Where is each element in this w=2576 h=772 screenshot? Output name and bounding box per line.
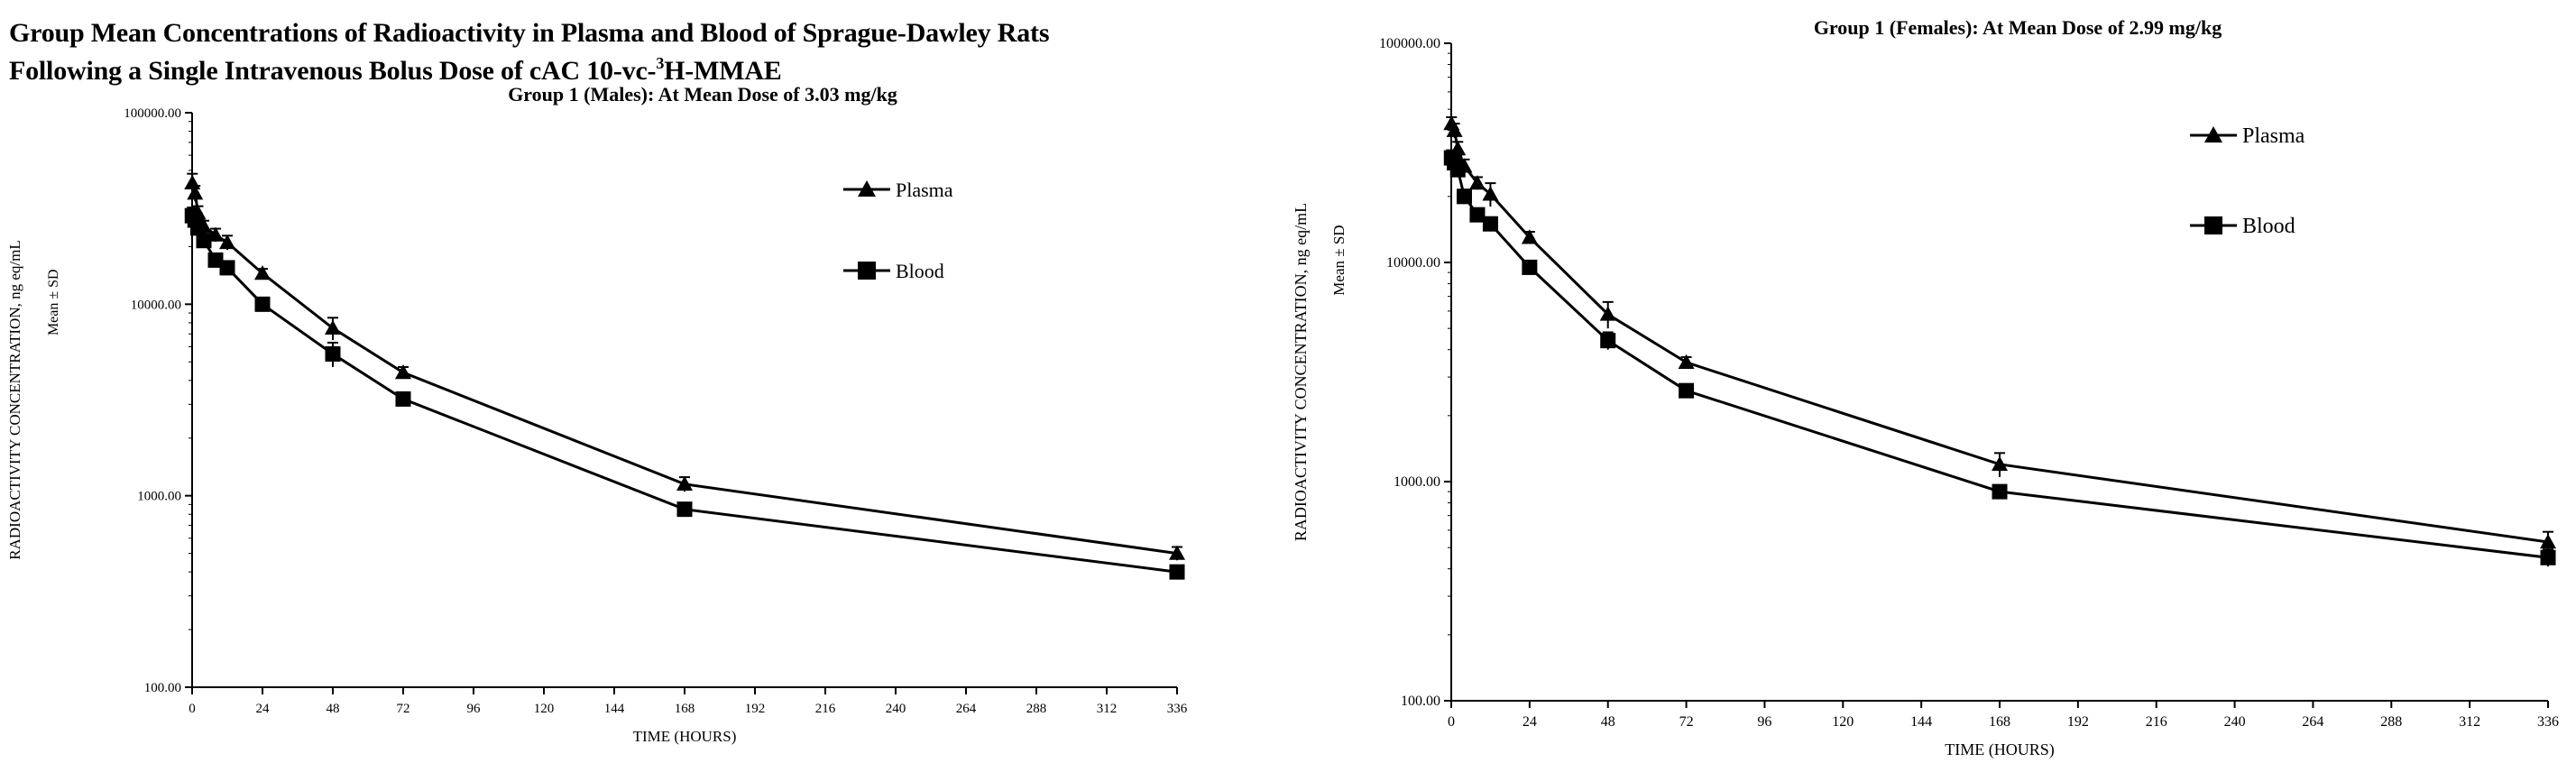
blood-point [1992, 483, 2008, 500]
x-tick-label: 336 [1167, 702, 1188, 716]
x-tick-label: 288 [1026, 702, 1047, 716]
legend-plasma-marker [858, 180, 876, 197]
x-tick-label: 0 [189, 702, 196, 716]
x-tick-label: 24 [1523, 714, 1537, 730]
chart-title: Group 1 (Females): At Mean Dose of 2.99 … [1814, 16, 2222, 39]
x-tick-label: 168 [675, 702, 695, 716]
plasma-point [1599, 306, 1616, 321]
legend-plasma-label: Plasma [2242, 124, 2305, 148]
x-tick-label: 264 [956, 702, 977, 716]
x-tick-label: 144 [604, 702, 625, 716]
x-tick-label: 96 [467, 702, 482, 716]
plasma-series-line [1449, 123, 2549, 544]
x-axis-label: TIME (HOURS) [1945, 740, 2055, 759]
chart-males: Group 1 (Males): At Mean Dose of 3.03 mg… [6, 83, 1188, 745]
x-tick-label: 216 [2146, 714, 2167, 730]
blood-point [254, 296, 271, 312]
blood-point [2540, 549, 2556, 565]
y-axis-label: RADIOACTIVITY CONCENTRATION, ng eq/mL [6, 240, 23, 559]
heading-line2-text: Following a Single Intravenous Bolus Dos… [9, 56, 657, 86]
plasma-point [1992, 455, 2008, 471]
x-tick-label: 48 [327, 702, 340, 716]
plasma-point [254, 265, 271, 280]
x-tick-label: 120 [534, 702, 555, 716]
y-tick-label: 100.00 [1401, 694, 1440, 709]
plasma-point [676, 475, 693, 491]
x-tick-label: 240 [2224, 714, 2246, 730]
plasma-point [187, 185, 204, 200]
legend-blood-marker [858, 262, 876, 280]
y-axis-sublabel: Mean ± SD [1330, 225, 1348, 295]
plasma-point [1468, 175, 1486, 190]
x-tick-label: 120 [1832, 714, 1854, 730]
plasma-series-line [190, 182, 1178, 556]
y-tick-label: 1000.00 [1394, 474, 1440, 490]
x-tick-label: 24 [256, 702, 271, 716]
blood-point [190, 220, 206, 236]
legend-blood-label: Blood [896, 260, 944, 282]
x-tick-label: 336 [2537, 714, 2559, 730]
x-axis-label: TIME (HOURS) [633, 728, 737, 745]
legend-plasma-marker [2204, 126, 2222, 142]
x-tick-label: 240 [886, 702, 906, 716]
blood-point [1469, 207, 1486, 223]
x-tick-label: 264 [2302, 714, 2323, 730]
x-tick-label: 0 [1448, 714, 1455, 730]
blood-point [196, 233, 212, 249]
x-tick-label: 96 [1757, 714, 1771, 730]
plasma-point [325, 319, 341, 335]
plasma-point [2540, 534, 2556, 549]
x-tick-label: 72 [397, 702, 410, 716]
y-axis-sublabel: Mean ± SD [46, 269, 61, 335]
plasma-point [1678, 354, 1695, 369]
x-tick-label: 192 [2067, 714, 2089, 730]
plasma-point [184, 174, 201, 190]
blood-point [1449, 161, 1466, 178]
blood-point [1522, 259, 1538, 275]
y-tick-label: 10000.00 [1386, 255, 1440, 271]
blood-point [1456, 188, 1472, 205]
x-tick-label: 144 [1910, 714, 1932, 730]
y-tick-label: 1000.00 [137, 490, 181, 504]
x-tick-label: 192 [745, 702, 766, 716]
blood-point [395, 391, 411, 407]
blood-point [1600, 333, 1616, 349]
blood-point [207, 252, 224, 268]
y-tick-label: 100000.00 [1379, 36, 1440, 51]
blood-point [325, 345, 341, 362]
y-tick-label: 100000.00 [124, 106, 181, 121]
blood-point [1679, 382, 1695, 399]
x-tick-label: 168 [1989, 714, 2010, 730]
heading-superscript: 3 [656, 54, 665, 72]
blood-point [1169, 564, 1185, 580]
y-tick-label: 10000.00 [131, 298, 181, 312]
page-heading-line-2: Following a Single Intravenous Bolus Dos… [9, 54, 782, 87]
plasma-point [395, 364, 411, 380]
x-tick-label: 288 [2380, 714, 2402, 730]
x-tick-label: 216 [815, 702, 836, 716]
plasma-point [1521, 229, 1538, 244]
blood-point [1482, 216, 1498, 232]
y-tick-label: 100.00 [144, 681, 181, 695]
legend-plasma-label: Plasma [896, 179, 953, 201]
plasma-point [1482, 186, 1499, 201]
heading-line2-suffix: H-MMAE [664, 56, 782, 86]
legend-blood-marker [2204, 216, 2222, 234]
x-tick-label: 48 [1601, 714, 1615, 730]
chart-title: Group 1 (Males): At Mean Dose of 3.03 mg… [508, 83, 897, 106]
blood-point [676, 501, 693, 518]
plasma-point [219, 234, 235, 250]
x-tick-label: 312 [1097, 702, 1118, 716]
plasma-point [1169, 545, 1185, 560]
x-tick-label: 312 [2459, 714, 2480, 730]
x-tick-label: 72 [1679, 714, 1694, 730]
page-heading-line-1: Group Mean Concentrations of Radioactivi… [9, 18, 1050, 48]
chart-females: Group 1 (Females): At Mean Dose of 2.99 … [1292, 16, 2559, 759]
blood-point [219, 260, 235, 276]
blood-series-line [191, 215, 1178, 574]
legend-blood-label: Blood [2242, 215, 2295, 238]
plasma-point [1446, 122, 1463, 137]
y-axis-label: RADIOACTIVITY CONCENTRATION, ng eq/mL [1292, 203, 1310, 541]
